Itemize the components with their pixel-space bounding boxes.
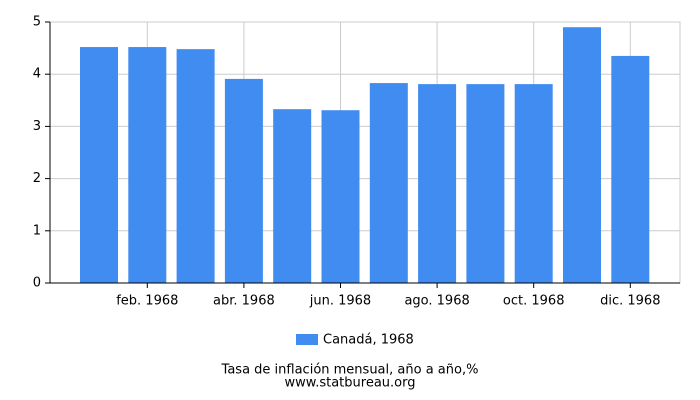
x-axis-title: Tasa de inflación mensual, año a año,%: [221, 363, 479, 378]
bar: [611, 55, 650, 284]
bar: [514, 84, 553, 283]
bar: [224, 78, 263, 283]
bar: [273, 109, 312, 283]
y-tick-label: 1: [33, 223, 41, 238]
y-tick-label: 4: [33, 67, 41, 82]
bar: [369, 83, 408, 283]
legend-swatch: [296, 334, 318, 345]
bar: [321, 110, 360, 283]
x-tick-label: feb. 1968: [116, 294, 178, 309]
bar: [563, 27, 601, 283]
source: www.statbureau.org: [285, 376, 416, 391]
x-tick-label: jun. 1968: [309, 294, 371, 309]
y-tick-label: 3: [33, 119, 41, 134]
x-tick-label: ago. 1968: [404, 294, 469, 309]
x-tick-label: abr. 1968: [213, 294, 275, 309]
bar: [418, 84, 457, 283]
x-tick-label: oct. 1968: [503, 294, 565, 309]
bars: [80, 27, 650, 284]
y-tick-label: 0: [33, 276, 41, 291]
y-tick-label: 2: [33, 171, 41, 186]
bar: [466, 84, 505, 283]
bar: [128, 47, 167, 283]
bar: [80, 47, 118, 283]
legend-label: Canadá, 1968: [323, 333, 414, 348]
x-tick-label: dic. 1968: [600, 294, 660, 309]
bar: [176, 49, 215, 284]
y-tick-label: 5: [33, 15, 41, 30]
